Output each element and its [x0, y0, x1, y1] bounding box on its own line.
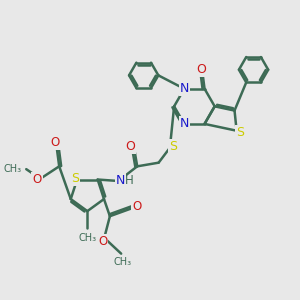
Text: CH₃: CH₃: [113, 257, 132, 267]
Text: O: O: [50, 136, 60, 148]
Text: N: N: [116, 174, 125, 187]
Text: S: S: [169, 140, 177, 153]
Text: S: S: [236, 126, 244, 139]
Text: H: H: [125, 174, 134, 187]
Text: O: O: [132, 200, 141, 213]
Text: O: O: [125, 140, 135, 153]
Text: O: O: [32, 173, 42, 186]
Text: S: S: [71, 172, 79, 184]
Text: N: N: [180, 117, 189, 130]
Text: CH₃: CH₃: [3, 164, 21, 174]
Text: O: O: [196, 63, 206, 76]
Text: CH₃: CH₃: [78, 233, 96, 243]
Text: O: O: [98, 235, 107, 248]
Text: N: N: [180, 82, 189, 95]
